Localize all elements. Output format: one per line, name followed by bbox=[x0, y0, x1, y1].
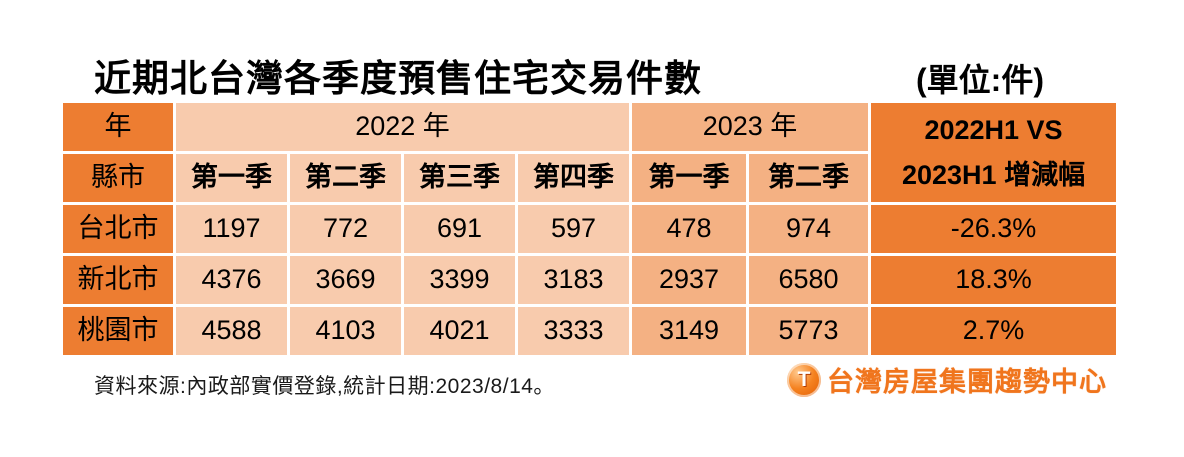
source-note: 資料來源:內政部實價登錄,統計日期:2023/8/14。 bbox=[94, 375, 555, 398]
value-cell: 3333 bbox=[518, 307, 630, 355]
value-cell: 478 bbox=[632, 205, 747, 253]
corner-cell-year: 年 bbox=[63, 103, 173, 151]
header-row-quarters: 縣市 第一季 第二季 第三季 第四季 第一季 第二季 bbox=[63, 154, 1116, 202]
brand-t-icon: T bbox=[787, 362, 821, 397]
group-header-2022: 2022 年 bbox=[176, 103, 630, 151]
title-row: 近期北台灣各季度預售住宅交易件數 (單位:件) bbox=[94, 48, 1044, 102]
value-cell: 2937 bbox=[632, 256, 747, 304]
city-name: 新北市 bbox=[63, 256, 173, 304]
brand-logo: T 台灣房屋集團趨勢中心 bbox=[787, 360, 1107, 399]
change-cell: 2.7% bbox=[871, 307, 1117, 355]
city-name: 台北市 bbox=[63, 205, 173, 253]
compare-header-line2: 2023H1 增減幅 bbox=[901, 159, 1086, 190]
value-cell: 5773 bbox=[749, 307, 869, 355]
value-cell: 4376 bbox=[176, 256, 287, 304]
value-cell: 974 bbox=[749, 205, 869, 253]
quarter-header-2023-q2: 第二季 bbox=[749, 154, 869, 202]
table-row-taoyuan: 桃園市 4588 4103 4021 3333 3149 5773 2.7% bbox=[63, 307, 1117, 355]
value-cell: 1197 bbox=[176, 205, 287, 253]
page-title: 近期北台灣各季度預售住宅交易件數 bbox=[94, 58, 702, 99]
table-row-taipei: 台北市 1197 772 691 597 478 974 -26.3% bbox=[63, 205, 1117, 253]
header-row-year: 年 2022 年 2023 年 2022H1 VS 2023H1 增減幅 bbox=[63, 103, 1117, 202]
quarter-header-2022-q4: 第四季 bbox=[518, 154, 630, 202]
brand-t-icon-letter: T bbox=[797, 368, 811, 391]
presale-transactions-table: 年 2022 年 2023 年 2022H1 VS 2023H1 增減幅 縣市 … bbox=[60, 100, 1119, 358]
value-cell: 691 bbox=[404, 205, 515, 253]
city-name: 桃園市 bbox=[63, 307, 173, 355]
table-row-newtaipei: 新北市 4376 3669 3399 3183 2937 6580 18.3% bbox=[63, 256, 1117, 304]
quarter-header-2022-q1: 第一季 bbox=[176, 154, 287, 202]
value-cell: 3149 bbox=[632, 307, 747, 355]
value-cell: 4588 bbox=[176, 307, 287, 355]
compare-header: 2022H1 VS 2023H1 增減幅 bbox=[871, 103, 1117, 202]
quarter-header-2023-q1: 第一季 bbox=[632, 154, 747, 202]
brand-logo-text: 台灣房屋集團趨勢中心 bbox=[827, 367, 1107, 397]
corner-cell-city: 縣市 bbox=[63, 154, 173, 202]
change-cell: -26.3% bbox=[871, 205, 1117, 253]
value-cell: 597 bbox=[518, 205, 630, 253]
unit-label: (單位:件) bbox=[916, 62, 1044, 98]
quarter-header-2022-q3: 第三季 bbox=[404, 154, 515, 202]
value-cell: 3183 bbox=[518, 256, 630, 304]
compare-header-line1: 2022H1 VS bbox=[924, 114, 1063, 145]
value-cell: 3399 bbox=[404, 256, 515, 304]
value-cell: 6580 bbox=[749, 256, 869, 304]
group-header-2023: 2023 年 bbox=[632, 103, 869, 151]
value-cell: 3669 bbox=[290, 256, 401, 304]
quarter-header-2022-q2: 第二季 bbox=[290, 154, 401, 202]
change-cell: 18.3% bbox=[871, 256, 1117, 304]
value-cell: 772 bbox=[290, 205, 401, 253]
value-cell: 4103 bbox=[290, 307, 401, 355]
value-cell: 4021 bbox=[404, 307, 515, 355]
